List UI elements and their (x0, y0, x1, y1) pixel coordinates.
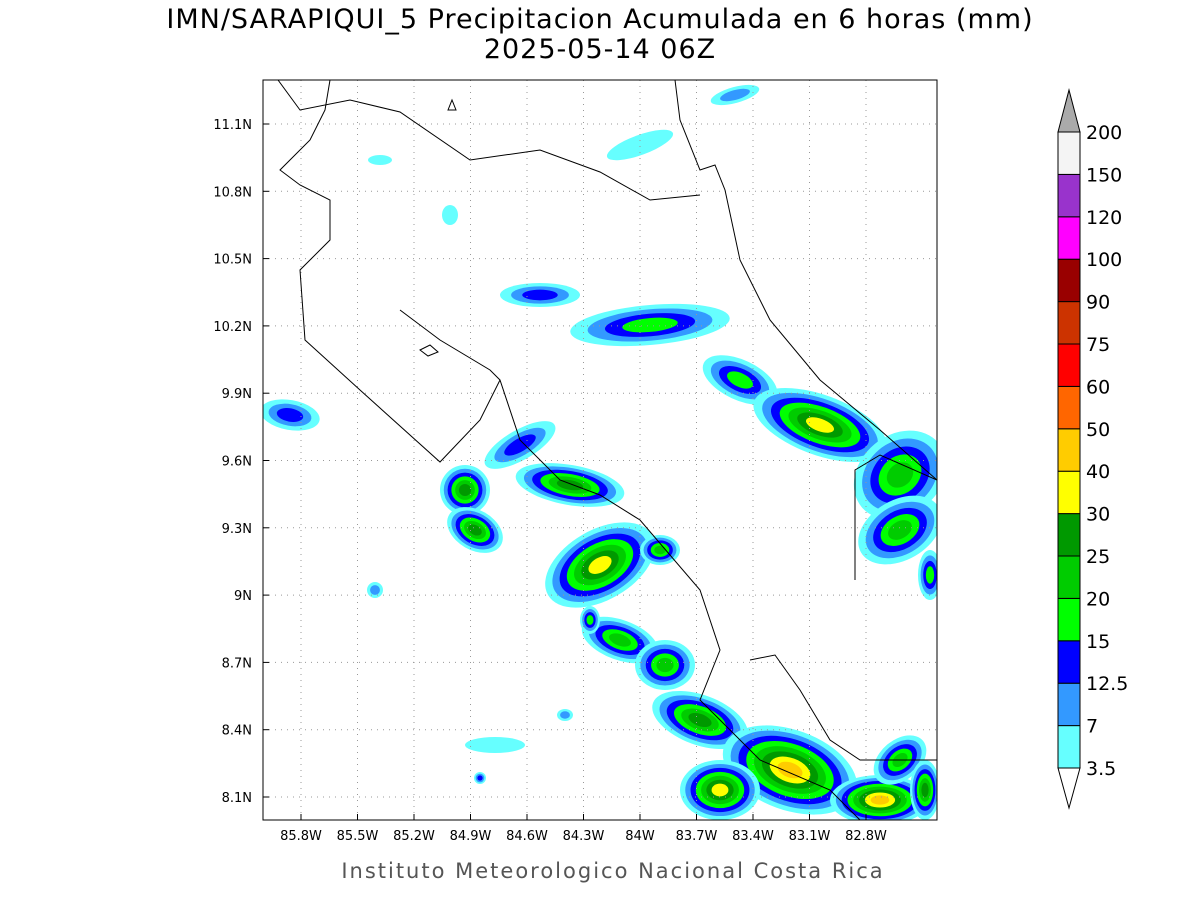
lon-label: 83.1W (789, 829, 831, 844)
lat-label: 10.8N (213, 185, 252, 200)
colorbar-label: 75 (1086, 334, 1110, 356)
lat-label: 10.5N (213, 253, 252, 268)
rain-contour (720, 88, 750, 102)
rain-contour (711, 783, 729, 797)
rain-contour (522, 289, 558, 301)
title: IMN/SARAPIQUI_5 Precipitacion Acumulada … (166, 4, 1033, 35)
colorbar-label: 15 (1086, 631, 1110, 653)
lon-label: 84.9W (450, 829, 492, 844)
lon-label: 84.6W (506, 829, 548, 844)
rain-contour (622, 317, 678, 333)
colorbar-label: 12.5 (1086, 673, 1128, 695)
colorbar-label: 200 (1086, 122, 1122, 144)
colorbar-label: 20 (1086, 588, 1110, 610)
rain-contour (477, 775, 483, 781)
colorbar-label: 100 (1086, 249, 1122, 271)
rain-contour (688, 712, 712, 728)
rain-contour (368, 155, 392, 165)
colorbar-label: 60 (1086, 376, 1110, 398)
rain-contour (654, 545, 666, 555)
colorbar-swatch (1057, 513, 1081, 557)
colorbar-label: 150 (1086, 164, 1122, 186)
colorbar-swatch (1057, 258, 1081, 303)
colorbar-swatch (1057, 725, 1081, 769)
colorbar-swatch (1057, 470, 1081, 515)
rain-contour (870, 795, 890, 805)
rain-contour (925, 566, 935, 584)
rain-contour (886, 462, 914, 488)
colorbar: 3.5 7 12.5 15 20 25 30 40 50 60 75 90 100 120 150 200 (1057, 88, 1128, 810)
colorbar-cap (1057, 767, 1081, 810)
subtitle: 2025-05-14 06Z (484, 34, 716, 65)
lat-label: 9N (234, 589, 252, 604)
colorbar-label: 120 (1086, 207, 1122, 229)
lon-label: 83.4W (732, 829, 774, 844)
rain-contour (504, 434, 536, 456)
colorbar-swatch (1057, 301, 1081, 345)
colorbar-swatch (1057, 343, 1081, 387)
colorbar-label: 3.5 (1086, 758, 1116, 780)
rain-contour (609, 633, 631, 647)
rain-contour (888, 520, 912, 540)
colorbar-swatch (1057, 173, 1081, 218)
colorbar-label: 90 (1086, 292, 1110, 314)
rain-contour (805, 417, 835, 433)
colorbar-label: 25 (1086, 546, 1110, 568)
lat-label: 8.1N (222, 791, 252, 806)
rain-contour (656, 657, 674, 673)
colorbar-swatch (1057, 216, 1081, 260)
rain-contour (921, 782, 929, 798)
colorbar-label: 40 (1086, 461, 1110, 483)
rain-contour (442, 205, 458, 225)
footer: Instituto Meteorologico Nacional Costa R… (341, 859, 884, 883)
lon-label: 82.8W (845, 829, 887, 844)
colorbar-swatch (1057, 428, 1081, 472)
lon-label: 84W (625, 829, 655, 844)
colorbar-label: 50 (1086, 419, 1110, 441)
rain-contour (727, 371, 753, 389)
lat-label: 8.7N (222, 656, 252, 671)
colorbar-label: 30 (1086, 504, 1110, 526)
precipitation-field (263, 84, 937, 820)
lat-label: 9.6N (222, 455, 252, 470)
coastlines (277, 80, 937, 820)
rain-contour (468, 524, 482, 536)
rain-contour (556, 479, 584, 491)
colorbar-label: 7 (1086, 716, 1098, 738)
rain-contour (370, 585, 380, 595)
map-frame (262, 79, 938, 821)
rain-contour (777, 761, 803, 779)
colorbar-swatch (1057, 555, 1081, 599)
lat-label: 8.4N (222, 724, 252, 739)
colorbar-swatch (1057, 682, 1081, 727)
rain-contour (465, 737, 525, 753)
rain-contour (586, 615, 594, 625)
colorbar-swatch (1057, 131, 1081, 175)
rain-contour (458, 483, 472, 497)
lon-label: 84.3W (563, 829, 605, 844)
rain-contour (588, 556, 612, 574)
colorbar-swatch (1057, 640, 1081, 684)
rain-contour (560, 711, 570, 719)
rain-contour (606, 129, 674, 161)
lon-label: 85.2W (393, 829, 435, 844)
lat-label: 10.2N (213, 320, 252, 335)
rain-contour (276, 408, 304, 422)
lat-label: 9.3N (222, 522, 252, 537)
colorbar-cap (1057, 88, 1081, 133)
lon-label: 83.7W (676, 829, 718, 844)
lat-label: 9.9N (222, 387, 252, 402)
lat-label: 11.1N (213, 118, 252, 133)
colorbar-swatch (1057, 385, 1081, 430)
lon-label: 85.5W (337, 829, 379, 844)
graticule: 85.8W 85.5W 85.2W 84.9W 84.6W 84.3W 84W 83.7W 83… (213, 80, 937, 844)
colorbar-swatch (1057, 597, 1081, 642)
lon-label: 85.8W (280, 829, 322, 844)
